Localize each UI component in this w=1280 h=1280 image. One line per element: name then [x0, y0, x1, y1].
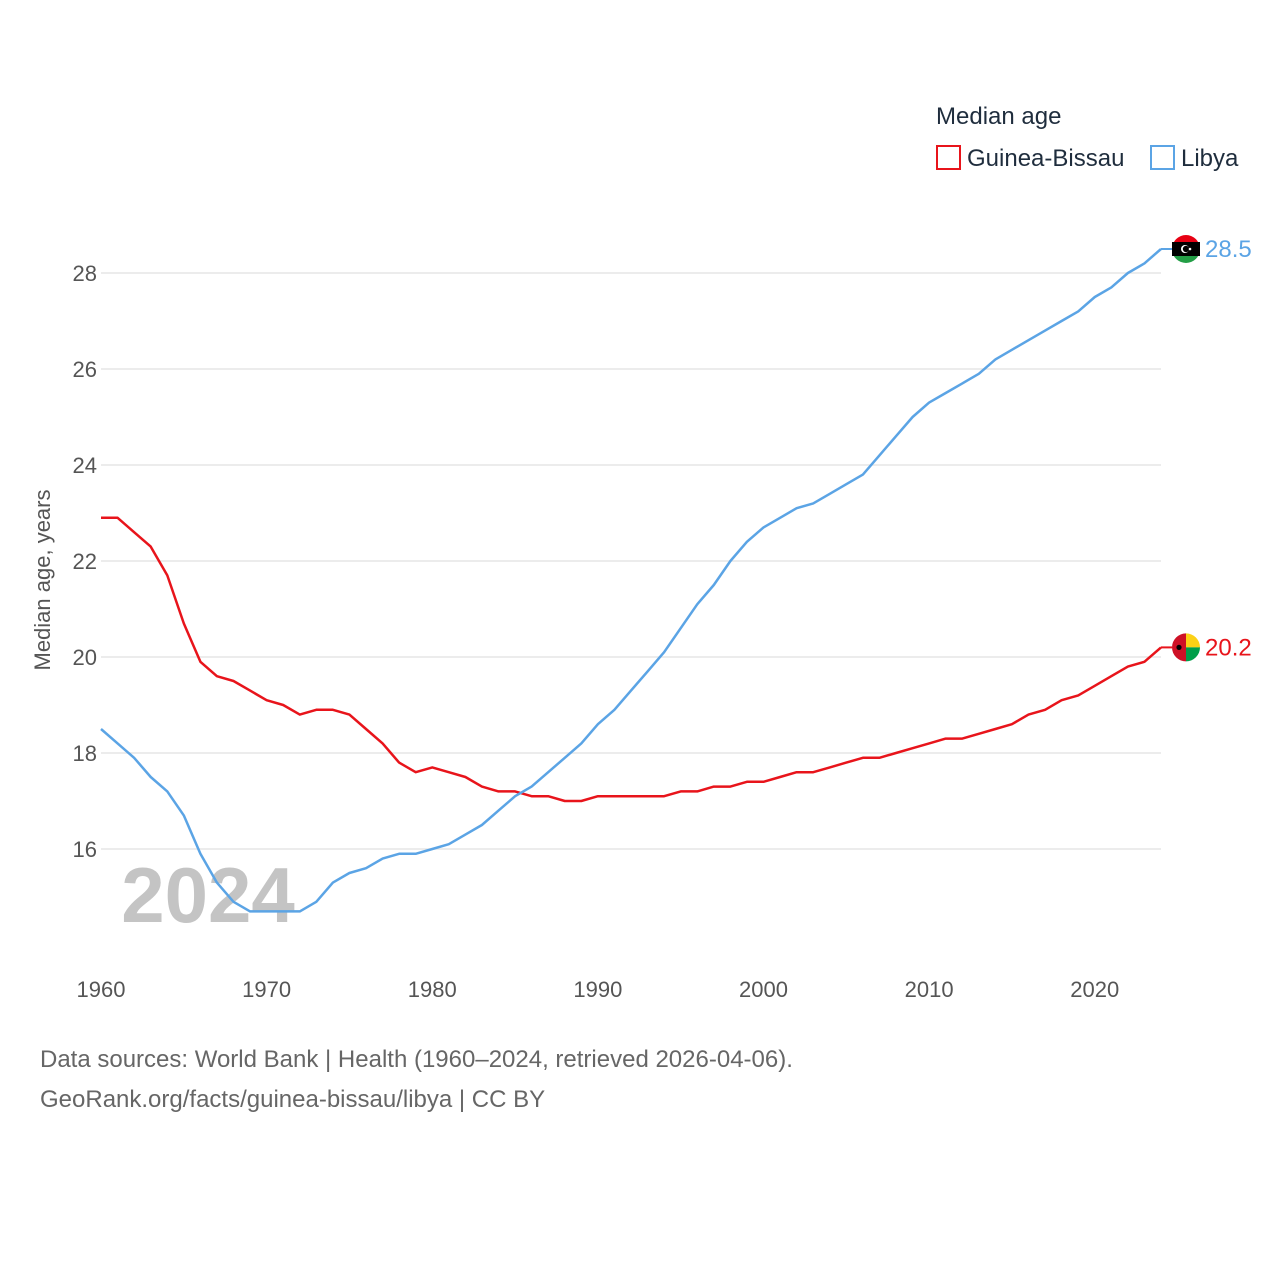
- series-lines: [100, 248, 1162, 913]
- x-tick-label: 2020: [1070, 977, 1119, 1002]
- series-line-guinea-bissau: [101, 516, 1162, 803]
- legend-label-libya: Libya: [1181, 145, 1239, 172]
- y-tick-label: 16: [73, 837, 97, 862]
- y-gridlines: [101, 272, 1161, 850]
- legend-swatch-libya: [1150, 145, 1175, 170]
- end-marker-guinea-bissau: 20.2: [1161, 633, 1252, 662]
- libya-flag-icon: [1172, 235, 1200, 263]
- x-tick-label: 1980: [408, 977, 457, 1002]
- legend-title: Median age: [936, 103, 1061, 130]
- current-year-watermark: 2024: [121, 851, 295, 939]
- y-tick-label: 28: [73, 261, 97, 286]
- end-marker-libya: 28.5: [1161, 235, 1252, 263]
- y-tick-label: 24: [73, 453, 97, 478]
- x-tick-labels: 1960 1970 1980 1990 2000 2010 2020: [77, 977, 1120, 1002]
- x-tick-label: 1990: [573, 977, 622, 1002]
- legend-item-libya[interactable]: Libya: [1150, 145, 1239, 172]
- series-line-libya: [100, 248, 1162, 913]
- x-tick-label: 1960: [77, 977, 126, 1002]
- guinea-bissau-flag-icon: [1172, 633, 1200, 662]
- x-tick-label: 2000: [739, 977, 788, 1002]
- legend-swatch-guinea-bissau: [936, 145, 961, 170]
- y-tick-label: 26: [73, 357, 97, 382]
- y-tick-labels: 16 18 20 22 24 26 28: [73, 261, 97, 862]
- series-end-markers: 20.2 28.5: [1161, 235, 1252, 662]
- x-tick-label: 1970: [242, 977, 291, 1002]
- y-tick-label: 20: [73, 645, 97, 670]
- legend: Median age Guinea-Bissau Libya: [936, 103, 1239, 172]
- y-axis-title: Median age, years: [30, 490, 55, 671]
- x-tick-label: 2010: [905, 977, 954, 1002]
- y-tick-label: 22: [73, 549, 97, 574]
- source-note: Data sources: World Bank | Health (1960–…: [40, 1040, 793, 1120]
- source-line: Data sources: World Bank | Health (1960–…: [40, 1046, 793, 1073]
- source-url-line[interactable]: GeoRank.org/facts/guinea-bissau/libya | …: [40, 1086, 546, 1113]
- y-tick-label: 18: [73, 741, 97, 766]
- end-value-label-guinea-bissau: 20.2: [1205, 634, 1252, 661]
- legend-item-guinea-bissau[interactable]: Guinea-Bissau: [936, 145, 1124, 172]
- end-value-label-libya: 28.5: [1205, 236, 1252, 263]
- legend-label-guinea-bissau: Guinea-Bissau: [967, 145, 1124, 172]
